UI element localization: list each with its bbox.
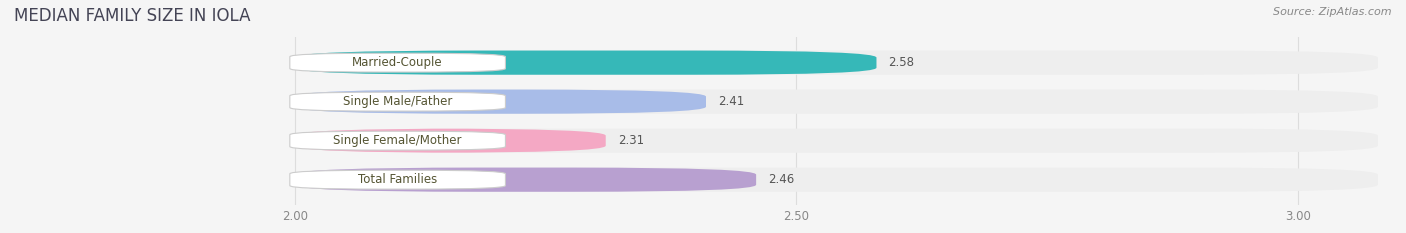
FancyBboxPatch shape [290, 170, 505, 189]
Text: 2.31: 2.31 [617, 134, 644, 147]
Text: Single Female/Mother: Single Female/Mother [333, 134, 463, 147]
FancyBboxPatch shape [295, 89, 706, 114]
FancyBboxPatch shape [295, 129, 606, 153]
FancyBboxPatch shape [295, 168, 756, 192]
FancyBboxPatch shape [295, 168, 1378, 192]
FancyBboxPatch shape [290, 92, 505, 111]
Text: 2.46: 2.46 [768, 173, 794, 186]
Text: Total Families: Total Families [359, 173, 437, 186]
Text: Married-Couple: Married-Couple [353, 56, 443, 69]
Text: 2.41: 2.41 [718, 95, 744, 108]
FancyBboxPatch shape [295, 89, 1378, 114]
FancyBboxPatch shape [295, 51, 876, 75]
FancyBboxPatch shape [290, 53, 505, 72]
Text: Source: ZipAtlas.com: Source: ZipAtlas.com [1274, 7, 1392, 17]
FancyBboxPatch shape [290, 131, 505, 150]
FancyBboxPatch shape [295, 51, 1378, 75]
Text: 2.58: 2.58 [889, 56, 914, 69]
FancyBboxPatch shape [295, 129, 1378, 153]
Text: Single Male/Father: Single Male/Father [343, 95, 453, 108]
Text: MEDIAN FAMILY SIZE IN IOLA: MEDIAN FAMILY SIZE IN IOLA [14, 7, 250, 25]
